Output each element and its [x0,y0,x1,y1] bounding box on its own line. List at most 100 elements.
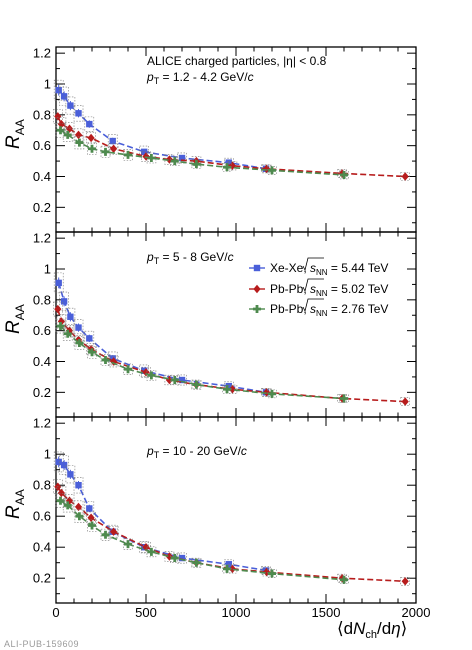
y-axis-title: RAA [3,304,27,334]
pt-range-label: pT = 1.2 - 4.2 GeV/c [146,70,254,86]
y-tick-label: 0.4 [33,540,51,555]
data-point [75,339,84,347]
data-point [223,564,232,573]
data-point [86,120,93,128]
data-point [340,170,348,179]
syst-box [64,323,75,338]
data-point [263,164,271,173]
y-axis-title: RAA [3,489,27,519]
syst-box [73,319,84,336]
syst-box [52,109,63,124]
data-point [101,530,110,539]
data-point [75,512,84,521]
syst-box [191,558,202,568]
data-point [225,382,232,390]
data-point [101,147,110,156]
data-point [75,482,82,489]
legend-entry: Pb-Pb, sNN = 2.76 TeV [249,298,388,318]
syst-box [146,152,157,164]
data-point [75,138,84,147]
y-tick-label: 1 [44,77,51,92]
data-point [109,137,116,145]
syst-box [170,375,180,385]
syst-box [170,553,180,564]
data-point [60,461,68,469]
data-point [55,458,62,466]
data-point [170,376,179,384]
data-point [142,543,150,552]
data-point [147,547,156,556]
fit-line [60,500,345,581]
legend-label: Pb-Pb, sNN = 2.76 TeV [270,302,388,318]
y-tick-label: 0.4 [33,169,51,184]
data-point [65,124,74,133]
data-point [340,394,348,403]
syst-box [53,272,64,294]
data-point [223,163,232,172]
data-point [123,540,132,549]
syst-box [65,307,76,326]
data-point [75,324,82,331]
syst-box [100,353,111,366]
data-point [63,130,72,139]
data-point [54,304,62,314]
y-tick-label: 1.2 [33,231,51,246]
data-point [74,502,83,512]
syst-box [123,363,133,375]
y-tick-label: 1.2 [33,46,51,61]
syst-box [56,117,67,132]
legend-label: Xe-Xe, sNN = 5.44 TeV [270,261,388,277]
syst-box [146,546,157,558]
syst-box [191,159,202,169]
data-point [170,554,179,563]
x-tick-label: 0 [52,605,59,620]
syst-box [74,135,85,150]
syst-box [52,479,63,495]
syst-box [191,156,202,166]
publication-id: ALI-PUB-159609 [4,639,79,649]
syst-box [65,96,76,115]
syst-box [100,528,111,541]
fit-line [58,89,267,170]
data-point [192,380,201,389]
syst-box [87,142,97,156]
fit-line [57,282,267,394]
data-point [178,154,186,162]
y-tick-label: 0.2 [33,200,51,215]
syst-box [107,134,118,148]
x-axis-title: ⟨dNch/dη⟩ [337,619,407,641]
syst-box [123,538,133,550]
data-point [225,561,232,568]
syst-box [141,541,151,553]
syst-box [73,105,84,122]
data-point [57,119,65,129]
data-point [123,365,132,374]
data-point [67,313,74,320]
x-tick-label: 500 [135,605,157,620]
data-point [268,389,276,398]
y-tick-label: 0.6 [33,509,51,524]
syst-box [146,370,157,381]
syst-box [73,128,84,142]
legend-entry: Xe-Xe, sNN = 5.44 TeV [249,257,388,277]
syst-box [73,500,84,514]
y-tick-label: 0.2 [33,385,51,400]
pt-range-label: pT = 5 - 8 GeV/c [146,250,234,266]
data-point [60,298,68,305]
y-tick-label: 1 [44,262,51,277]
data-point [170,157,179,166]
x-tick-label: 1000 [222,605,251,620]
syst-box [108,525,119,538]
data-point [87,513,95,522]
fit-line [58,461,267,572]
syst-box [177,152,187,164]
data-point [110,144,118,153]
syst-box [164,551,175,562]
data-point [63,329,72,338]
legend-marker [253,284,261,294]
data-point [57,488,65,498]
data-point [55,279,62,287]
syst-box [59,455,69,475]
y-tick-label: 1 [44,447,51,462]
